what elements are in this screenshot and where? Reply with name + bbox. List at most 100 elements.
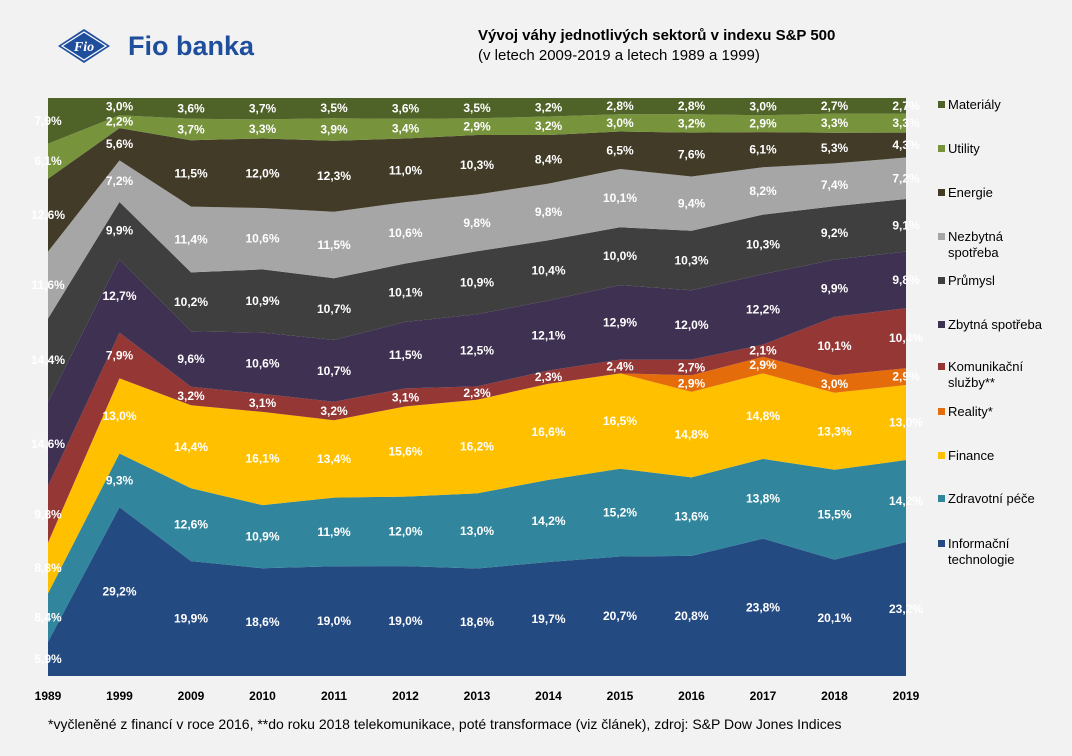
data-label: 9,8% [892, 273, 920, 287]
legend-label: Utility [948, 141, 980, 156]
data-label: 12,9% [603, 315, 637, 329]
data-label: 11,6% [31, 278, 65, 292]
area-zdravotni-pece [48, 453, 906, 642]
data-label: 19,9% [174, 612, 208, 626]
data-label: 10,3% [674, 254, 708, 268]
data-label: 2,7% [821, 99, 849, 113]
legend-swatch [938, 101, 945, 108]
fio-logo-icon: Fio [58, 29, 110, 63]
data-label: 12,6% [174, 518, 208, 532]
x-tick-label: 2015 [607, 689, 634, 703]
legend-swatch [938, 321, 945, 328]
data-label: 13,4% [317, 452, 351, 466]
data-label: 16,2% [460, 440, 494, 454]
data-label: 3,0% [749, 100, 777, 114]
data-label: 3,2% [678, 116, 706, 130]
data-label: 10,4% [889, 331, 923, 345]
legend-label: Energie [948, 185, 993, 200]
data-label: 10,1% [603, 191, 637, 205]
data-label: 8,4% [34, 611, 62, 625]
legend-swatch [938, 452, 945, 459]
data-label-layer: 5,9% 29,2% 19,9% 18,6% 19,0% 19,0% 18,6% 19,7% 2… [31, 99, 923, 666]
x-tick-label: 2018 [821, 689, 848, 703]
data-label: 20,1% [817, 611, 851, 625]
data-label: 14,6% [31, 437, 65, 451]
data-label: 9,4% [678, 197, 706, 211]
data-label: 13,0% [889, 416, 923, 430]
data-label: 10,1% [817, 339, 851, 353]
data-label: 16,6% [531, 425, 565, 439]
data-label: 2,4% [606, 360, 634, 374]
data-label: 2,9% [749, 117, 777, 131]
legend-label: Nezbytná spotřeba [948, 229, 1003, 260]
x-tick-label: 2019 [893, 689, 920, 703]
data-label: 2,3% [463, 386, 491, 400]
data-label: 7,2% [892, 171, 920, 185]
x-tick-label: 2016 [678, 689, 705, 703]
x-tick-label: 2010 [249, 689, 276, 703]
legend-item: Reality* [938, 404, 1048, 420]
data-label: 5,3% [821, 141, 849, 155]
data-label: 6,5% [606, 143, 634, 157]
data-label: 3,1% [249, 396, 277, 410]
data-label: 9,8% [34, 507, 62, 521]
chart-subtitle: (v letech 2009-2019 a letech 1989 a 1999… [478, 47, 760, 64]
area-prumysl [48, 199, 906, 402]
logo-text: Fio banka [128, 31, 255, 61]
legend-label: Finance [948, 448, 995, 463]
data-label: 14,2% [889, 494, 923, 508]
legend-label: Informační technologie [948, 536, 1015, 567]
data-label: 3,3% [249, 122, 277, 136]
data-label: 3,7% [177, 122, 205, 136]
area-finance [48, 373, 906, 594]
data-label: 3,7% [249, 102, 277, 116]
legend-item: Průmysl [938, 273, 1048, 289]
data-label: 10,1% [388, 286, 422, 300]
data-label: 12,6% [31, 208, 65, 222]
data-label: 2,9% [678, 377, 706, 391]
data-label: 19,0% [388, 614, 422, 628]
data-label: 3,0% [106, 100, 134, 114]
data-label: 10,4% [531, 263, 565, 277]
legend-swatch [938, 408, 945, 415]
logo-monogram: Fio [73, 40, 94, 55]
data-label: 10,2% [174, 295, 208, 309]
data-label: 3,5% [463, 101, 491, 115]
area-nezbytna-spotreba [48, 157, 906, 319]
x-tick-label: 1989 [35, 689, 62, 703]
x-tick-label: 2014 [535, 689, 562, 703]
data-label: 11,5% [317, 238, 351, 252]
data-label: 12,1% [531, 329, 565, 343]
data-label: 5,9% [34, 652, 62, 666]
data-label: 12,0% [388, 524, 422, 538]
data-label: 5,6% [106, 137, 134, 151]
area-energie [48, 128, 906, 252]
x-tick-label: 2009 [178, 689, 205, 703]
data-label: 3,2% [177, 389, 205, 403]
data-label: 2,9% [892, 370, 920, 384]
footnote: *vyčleněné z financí v roce 2016, **do r… [48, 716, 842, 732]
data-label: 14,4% [31, 353, 65, 367]
data-label: 2,9% [463, 120, 491, 134]
area-utility [48, 113, 906, 179]
data-label: 2,1% [749, 344, 777, 358]
data-label: 10,6% [245, 356, 279, 370]
area-informacni-technologie [48, 507, 906, 676]
data-label: 10,9% [245, 294, 279, 308]
data-label: 10,6% [245, 232, 279, 246]
data-label: 6,1% [34, 154, 62, 168]
x-tick-label: 2012 [392, 689, 419, 703]
area-layer [48, 98, 906, 676]
data-label: 2,9% [749, 358, 777, 372]
data-label: 10,0% [603, 249, 637, 263]
data-label: 10,3% [460, 158, 494, 172]
legend-item: Energie [938, 185, 1048, 201]
legend-swatch [938, 363, 945, 370]
data-label: 11,0% [389, 163, 423, 177]
area-komunikacni-sluzby [48, 308, 906, 543]
data-label: 13,8% [746, 492, 780, 506]
data-label: 12,0% [245, 166, 279, 180]
data-label: 7,9% [106, 348, 134, 362]
data-label: 3,2% [320, 404, 348, 418]
